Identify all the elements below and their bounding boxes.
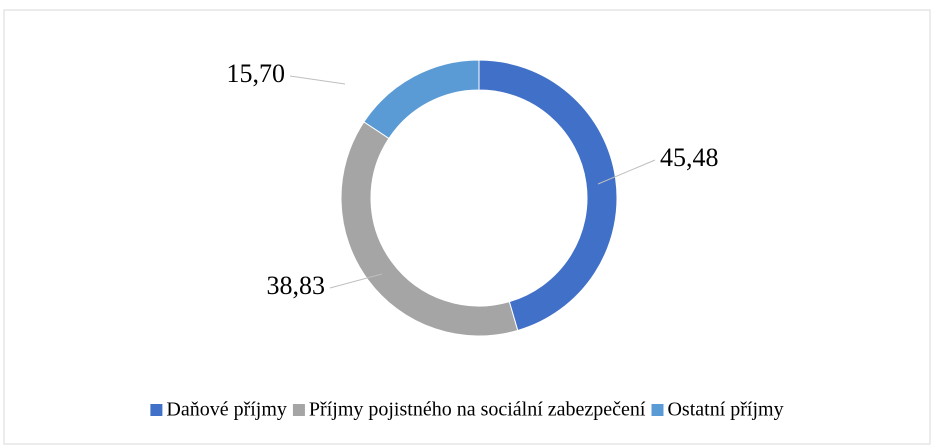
legend-label: Ostatní příjmy	[667, 399, 783, 421]
leader-line	[329, 273, 383, 289]
data-label: 15,70	[227, 59, 286, 88]
leader-line	[597, 159, 656, 185]
donut-segment	[363, 59, 480, 140]
leader-line	[289, 75, 346, 85]
data-label: 38,83	[267, 271, 326, 300]
legend-swatch	[651, 404, 664, 416]
legend-label: Daňové příjmy	[166, 399, 287, 421]
data-label: 45,48	[660, 143, 719, 172]
legend-label: Příjmy pojistného na sociální zabezpečen…	[309, 399, 646, 421]
legend-swatch	[150, 404, 163, 416]
legend-swatch	[292, 404, 305, 416]
donut-segment	[478, 59, 618, 332]
